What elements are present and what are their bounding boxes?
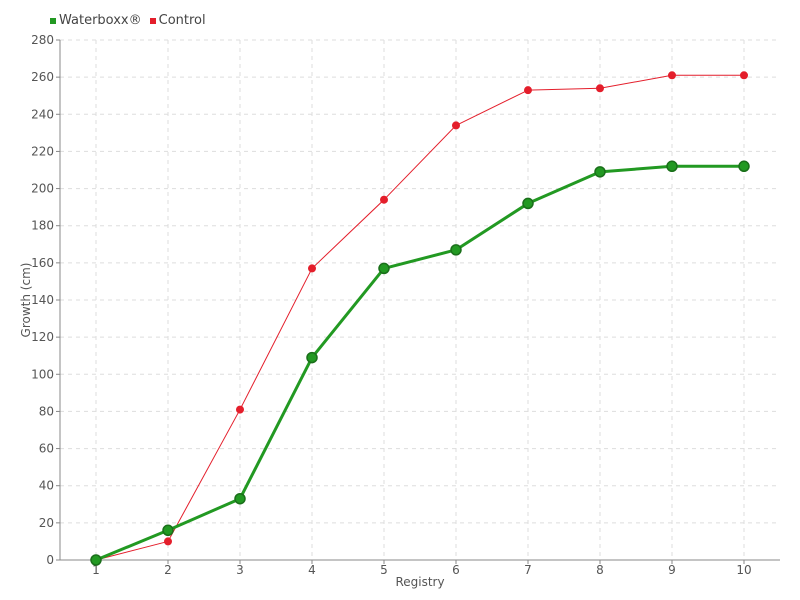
legend-swatch-control [149, 17, 156, 24]
legend-item-control[interactable]: Control [149, 13, 206, 28]
y-tick-label: 60 [39, 442, 54, 456]
y-tick-label: 0 [46, 553, 54, 567]
data-point-control [740, 71, 748, 80]
x-tick-label: 9 [668, 563, 676, 577]
y-tick-label: 220 [31, 144, 54, 158]
x-axis-title: Registry [395, 575, 444, 589]
y-tick-label: 120 [31, 330, 54, 344]
data-point-waterboxx [450, 244, 462, 256]
legend: Waterboxx® Control [50, 13, 206, 28]
series-line-control [95, 74, 744, 561]
legend-swatch-waterboxx [50, 17, 56, 24]
y-tick-label: 260 [31, 70, 54, 84]
x-tick-label: 1 [92, 563, 100, 577]
series-line-waterboxx [95, 164, 744, 562]
x-tick-label: 2 [164, 563, 172, 577]
data-point-control [524, 86, 532, 95]
x-tick-label: 5 [380, 563, 388, 577]
data-point-waterboxx [378, 262, 390, 275]
legend-label-control: Control [158, 13, 206, 28]
y-tick-label: 140 [31, 293, 54, 307]
y-tick-label: 280 [31, 33, 54, 47]
data-point-control [452, 121, 460, 130]
data-point-control [380, 195, 388, 204]
data-point-waterboxx [234, 492, 246, 505]
y-tick-label: 20 [39, 516, 54, 530]
x-tick-label: 7 [524, 563, 532, 577]
data-point-waterboxx [306, 351, 318, 364]
x-tick-label: 6 [452, 563, 460, 577]
data-point-control [164, 537, 172, 546]
x-tick-label: 8 [596, 563, 604, 577]
data-point-waterboxx [162, 524, 174, 537]
x-tick-label: 4 [308, 563, 316, 577]
y-tick-label: 100 [31, 367, 54, 381]
y-tick-label: 40 [39, 479, 54, 493]
y-tick-label: 160 [31, 256, 54, 270]
data-point-waterboxx [666, 160, 678, 173]
grid [56, 39, 780, 564]
data-point-control [308, 264, 316, 273]
data-point-waterboxx [522, 197, 534, 210]
data-point-waterboxx [594, 166, 606, 178]
y-tick-label: 80 [39, 404, 54, 418]
y-tick-label: 240 [31, 107, 54, 121]
x-tick-label: 3 [236, 563, 244, 577]
data-point-waterboxx [738, 160, 750, 173]
data-point-control [668, 71, 676, 80]
y-tick-label: 200 [31, 182, 54, 196]
data-point-control [236, 405, 244, 414]
legend-item-waterboxx[interactable]: Waterboxx® [50, 13, 142, 28]
axes [59, 40, 780, 561]
series-group [90, 71, 750, 566]
legend-label-waterboxx: Waterboxx® [59, 13, 142, 28]
y-axis-title: Growth (cm) [19, 263, 33, 338]
data-point-control [596, 84, 604, 93]
tick-labels: 0 20 40 60 80 100 120 140 160 180 200 220 240 260 280 1… [31, 33, 752, 577]
y-tick-label: 180 [31, 219, 54, 233]
x-tick-label: 10 [736, 563, 751, 577]
data-point-waterboxx [90, 554, 102, 566]
